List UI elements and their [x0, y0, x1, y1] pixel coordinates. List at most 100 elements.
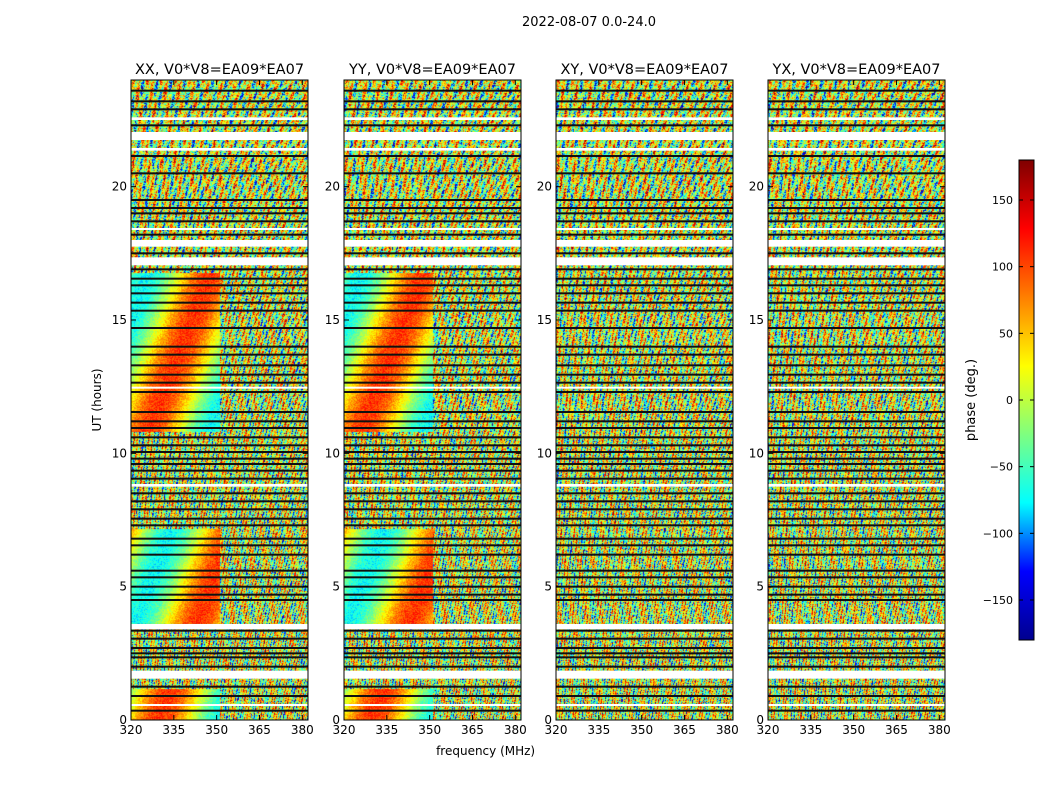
y-tick-label: 0: [756, 713, 764, 727]
scan-gap-line: [344, 252, 521, 255]
scan-gap-line: [344, 585, 521, 588]
scan-gap-line: [344, 508, 521, 511]
scan-gap-line: [768, 252, 945, 255]
scan-gap-line: [344, 637, 521, 640]
scan-gap-line: [768, 427, 945, 429]
scan-gap-line: [131, 652, 308, 655]
panel-2: XY, V0*V8=EA09*EA07 320 335 350 365 380 0 5 10 15…: [537, 62, 739, 737]
flagged-band: [556, 240, 733, 247]
scan-gap-line: [768, 451, 945, 453]
y-tick-label: 10: [537, 446, 552, 460]
scan-gap-line: [131, 463, 308, 465]
flagged-band: [344, 132, 521, 140]
scan-gap-line: [131, 469, 308, 472]
y-tick-label: 20: [537, 180, 552, 194]
scan-gap-line: [344, 373, 521, 376]
scan-gap-line: [344, 665, 521, 668]
scan-gap-line: [768, 345, 945, 348]
scan-gap-line: [131, 524, 308, 527]
scan-gap-line: [768, 500, 945, 503]
scan-gap-line: [556, 301, 733, 304]
scan-gap-line: [768, 301, 945, 304]
scan-gap-line: [768, 492, 945, 495]
flagged-band: [344, 704, 521, 706]
scan-gap-line: [768, 537, 945, 540]
panel-1: YY, V0*V8=EA09*EA07 320 335 350 365 380 0 5 10 15…: [325, 62, 535, 758]
panel-3: YX, V0*V8=EA09*EA07 320 335 350 365 380 0 5 10 15…: [749, 62, 951, 737]
x-tick-label: 335: [375, 723, 398, 737]
scan-gap-line: [131, 124, 308, 127]
scan-gap-line: [556, 411, 733, 413]
scan-gap-line: [556, 665, 733, 668]
flagged-band: [344, 148, 521, 151]
scan-gap-line: [768, 652, 945, 655]
scan-gap-line: [556, 373, 733, 376]
scan-gap-line: [768, 284, 945, 287]
flagged-band: [131, 117, 308, 120]
x-tick-label: 335: [162, 723, 185, 737]
scan-gap-line: [768, 457, 945, 460]
scan-gap-line: [556, 629, 733, 632]
scan-gap-line: [131, 637, 308, 640]
x-tick-label: 380: [716, 723, 739, 737]
scan-gap-line: [344, 411, 521, 413]
scan-gap-line: [131, 544, 308, 547]
scan-gap-line: [768, 524, 945, 527]
x-tick-label: 350: [418, 723, 441, 737]
x-tick-label: 320: [333, 723, 356, 737]
scan-gap-line: [131, 665, 308, 668]
scan-gap-line: [344, 593, 521, 596]
scan-gap-line: [556, 124, 733, 127]
scan-gap-line: [768, 233, 945, 236]
scan-gap-line: [344, 451, 521, 453]
scan-gap-line: [344, 124, 521, 127]
scan-gap-line: [344, 427, 521, 429]
scan-gap-line: [131, 100, 308, 103]
scan-gap-line: [556, 309, 733, 312]
scan-gap-line: [768, 108, 945, 111]
scan-gap-line: [556, 100, 733, 103]
scan-gap-line: [344, 100, 521, 103]
scan-gap-line: [131, 364, 308, 367]
scan-gap-line: [344, 652, 521, 655]
scan-gap-line: [131, 427, 308, 429]
panel-title: YX, V0*V8=EA09*EA07: [771, 62, 940, 78]
scan-gap-line: [131, 353, 308, 356]
scan-gap-line: [131, 492, 308, 495]
y-tick-label: 10: [112, 446, 127, 460]
scan-gap-line: [768, 212, 945, 215]
scan-gap-line: [556, 277, 733, 280]
scan-gap-line: [131, 451, 308, 453]
scan-gap-line: [344, 268, 521, 271]
axes-frame: [767, 79, 946, 721]
x-tick-label: 365: [461, 723, 484, 737]
scan-gap-line: [131, 695, 308, 697]
scan-gap-line: [556, 345, 733, 348]
scan-gap-line: [131, 436, 308, 439]
scan-gap-line: [768, 436, 945, 439]
scan-gap-line: [131, 207, 308, 209]
scan-gap-line: [131, 500, 308, 503]
scan-gap-line: [344, 457, 521, 460]
scan-gap-line: [556, 364, 733, 367]
scan-gap-line: [344, 309, 521, 312]
scan-gap-line: [131, 517, 308, 520]
scan-gap-line: [768, 599, 945, 601]
scan-gap-line: [768, 647, 945, 649]
scan-gap-line: [556, 420, 733, 423]
scan-gap-line: [344, 477, 521, 480]
scan-gap-line: [556, 353, 733, 356]
scan-gap-line: [768, 364, 945, 367]
scan-gap-line: [556, 469, 733, 472]
scan-gap-line: [131, 252, 308, 255]
scan-gap-line: [768, 508, 945, 511]
axes-frame: [555, 79, 734, 721]
scan-gap-line: [556, 327, 733, 329]
scan-gap-line: [344, 381, 521, 384]
scan-gap-line: [768, 477, 945, 480]
heatmap-0: [131, 80, 308, 720]
x-tick-label: 320: [757, 723, 780, 737]
y-tick-label: 15: [749, 313, 764, 327]
scan-gap-line: [556, 492, 733, 495]
flagged-band: [344, 624, 521, 630]
